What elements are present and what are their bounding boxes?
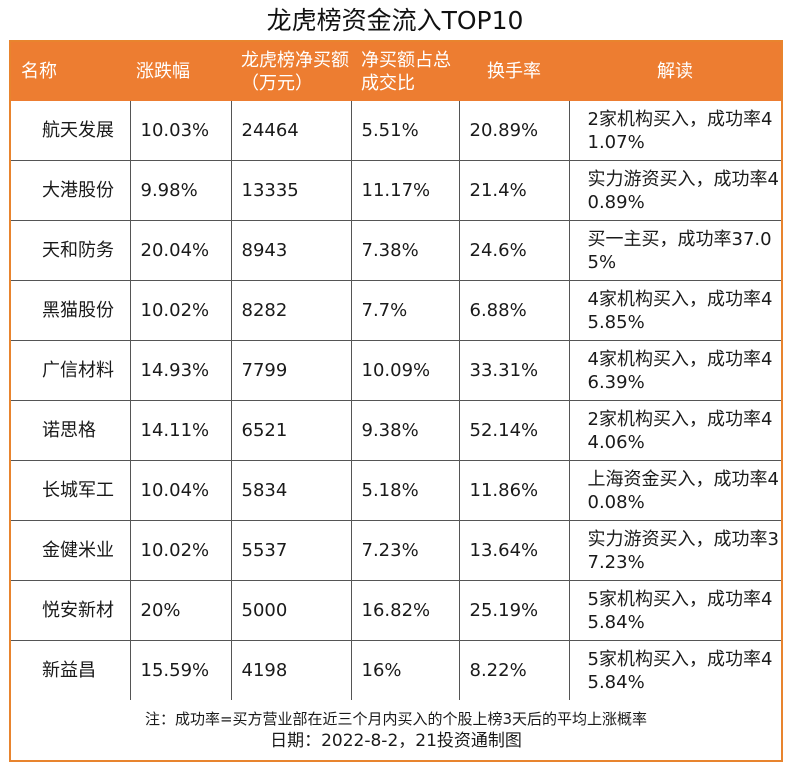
- page-title: 龙虎榜资金流入TOP10: [266, 6, 524, 35]
- interpretation: 实力游资买入，成功率40.89%: [569, 160, 782, 221]
- interpretation: 4家机构买入，成功率45.85%: [569, 280, 782, 341]
- header-ratio: 净买额占总成交比: [351, 41, 459, 101]
- change-pct: 14.93%: [130, 340, 232, 401]
- change-pct: 15.59%: [130, 640, 232, 700]
- change-pct: 20.04%: [130, 220, 232, 281]
- turnover-rate: 52.14%: [459, 400, 570, 461]
- fund-inflow-table: 名称 涨跌幅 龙虎榜净买额（万元） 净买额占总成交比 换手率 解读 航天发展 10…: [9, 40, 783, 762]
- interpretation: 2家机构买入，成功率41.07%: [569, 101, 782, 161]
- turnover-rate: 6.88%: [459, 280, 570, 341]
- stock-name: 悦安新材: [10, 580, 131, 641]
- net-buy-ratio: 7.7%: [351, 280, 460, 341]
- net-buy-amount: 5834: [231, 460, 352, 521]
- table-row: 大港股份 9.98% 13335 11.17% 21.4% 实力游资买入，成功率40.89…: [10, 160, 782, 221]
- change-pct: 10.03%: [130, 101, 232, 161]
- table-row: 黑猫股份 10.02% 8282 7.7% 6.88% 4家机构买入，成功率45.85%: [10, 280, 782, 341]
- net-buy-ratio: 16.82%: [351, 580, 460, 641]
- net-buy-ratio: 9.38%: [351, 400, 460, 461]
- header-name: 名称: [10, 41, 130, 101]
- net-buy-ratio: 11.17%: [351, 160, 460, 221]
- date-line: 日期：2022-8-2，21投资通制图: [270, 731, 522, 751]
- header-change: 涨跌幅: [130, 41, 231, 101]
- stock-name: 天和防务: [10, 220, 131, 281]
- interpretation: 上海资金买入，成功率40.08%: [569, 460, 782, 521]
- change-pct: 10.02%: [130, 280, 232, 341]
- interpretation: 5家机构买入，成功率45.84%: [587, 648, 773, 693]
- stock-name: 诺思格: [10, 400, 131, 461]
- turnover-rate: 25.19%: [459, 580, 570, 641]
- turnover-rate: 24.6%: [459, 220, 570, 281]
- interpretation: 2家机构买入，成功率44.06%: [569, 400, 782, 461]
- turnover-rate: 13.64%: [459, 520, 570, 581]
- stock-name: 长城军工: [10, 460, 131, 521]
- stock-name: 航天发展: [10, 101, 131, 161]
- change-pct: 14.11%: [130, 400, 232, 461]
- net-buy-ratio: 10.09%: [351, 340, 460, 401]
- stock-name: 金健米业: [10, 520, 131, 581]
- net-buy-ratio: 7.23%: [351, 520, 460, 581]
- header-interpretation: 解读: [569, 41, 782, 101]
- stock-name: 大港股份: [10, 160, 131, 221]
- turnover-rate: 20.89%: [459, 101, 570, 161]
- net-buy-ratio: 7.38%: [351, 220, 460, 281]
- header-row: 名称 涨跌幅 龙虎榜净买额（万元） 净买额占总成交比 换手率 解读: [10, 41, 782, 101]
- interpretation: 买一主买，成功率37.05%: [569, 220, 782, 281]
- table-row: 航天发展 10.03% 24464 5.51% 20.89% 2家机构买入，成功率41.0…: [10, 101, 782, 161]
- interpretation: 实力游资买入，成功率37.23%: [569, 520, 782, 581]
- header-net-buy: 龙虎榜净买额（万元）: [231, 41, 351, 101]
- net-buy-amount: 4198: [231, 640, 352, 700]
- net-buy-amount: 8943: [231, 220, 352, 281]
- change-pct: 20%: [130, 580, 232, 641]
- header-turnover: 换手率: [459, 41, 569, 101]
- stock-name: 新益昌: [10, 640, 131, 700]
- net-buy-amount: 7799: [231, 340, 352, 401]
- stock-name: 广信材料: [10, 340, 131, 401]
- interpretation: 5家机构买入，成功率45.84%: [569, 580, 782, 641]
- change-pct: 10.02%: [130, 520, 232, 581]
- net-buy-amount: 5537: [231, 520, 352, 581]
- change-pct: 10.04%: [130, 460, 232, 521]
- turnover-rate: 11.86%: [459, 460, 570, 521]
- turnover-rate: 21.4%: [459, 160, 570, 221]
- table-row: 金健米业 10.02% 5537 7.23% 13.64% 实力游资买入，成功率37.23…: [10, 520, 782, 581]
- table-row: 广信材料 14.93% 7799 10.09% 33.31% 4家机构买入，成功率46.3…: [10, 340, 782, 401]
- net-buy-amount: 8282: [231, 280, 352, 341]
- turnover-rate: 33.31%: [459, 340, 570, 401]
- stock-name: 黑猫股份: [10, 280, 131, 341]
- table-row: 悦安新材 20% 5000 16.82% 25.19% 5家机构买入，成功率45.84%: [10, 580, 782, 641]
- footnote: 注：成功率=买方营业部在近三个月内买入的个股上榜3天后的平均上涨概率: [144, 710, 648, 728]
- net-buy-amount: 24464: [231, 101, 352, 161]
- table-row: 天和防务 20.04% 8943 7.38% 24.6% 买一主买，成功率37.05%: [10, 220, 782, 281]
- change-pct: 9.98%: [130, 160, 232, 221]
- net-buy-ratio: 5.18%: [351, 460, 460, 521]
- net-buy-ratio: 5.51%: [351, 101, 460, 161]
- net-buy-amount: 13335: [231, 160, 352, 221]
- table-row: 新益昌 15.59% 4198 16% 8.22% 5家机构买入，成功率45.84%: [10, 640, 782, 700]
- table-row: 长城军工 10.04% 5834 5.18% 11.86% 上海资金买入，成功率40.08…: [10, 460, 782, 521]
- interpretation: 4家机构买入，成功率46.39%: [569, 340, 782, 401]
- net-buy-amount: 5000: [231, 580, 352, 641]
- net-buy-amount: 6521: [231, 400, 352, 461]
- table-row: 诺思格 14.11% 6521 9.38% 52.14% 2家机构买入，成功率44.06%: [10, 400, 782, 461]
- net-buy-ratio: 16%: [351, 640, 460, 700]
- footer: 注：成功率=买方营业部在近三个月内买入的个股上榜3天后的平均上涨概率 日期：20…: [10, 700, 782, 761]
- turnover-rate: 8.22%: [459, 640, 570, 700]
